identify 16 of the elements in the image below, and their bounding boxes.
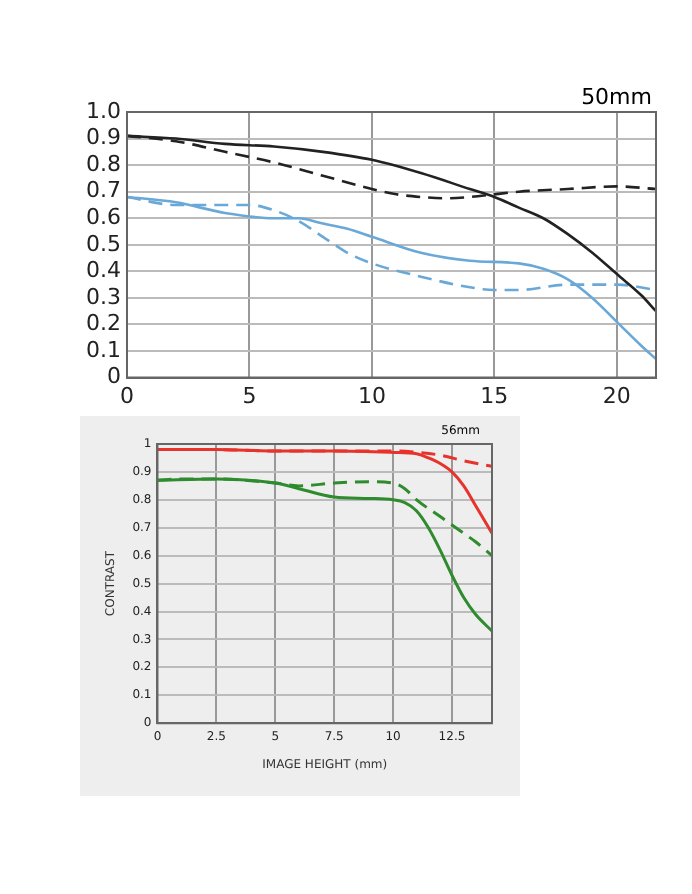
y-tick-label: 0.9 xyxy=(85,124,121,151)
text: 50mm xyxy=(581,84,652,110)
y-tick-label: 1.0 xyxy=(85,97,121,124)
y-tick-label: 0.2 xyxy=(85,310,121,337)
y-tick-label: 0.1 xyxy=(85,336,121,363)
x-tick-label: 15 xyxy=(480,382,509,409)
y-tick-label: 0.8 xyxy=(85,150,121,177)
y-tick-label: 0.4 xyxy=(85,257,121,284)
y-tick-label: 0.6 xyxy=(85,203,121,230)
y-tick-label: 0 xyxy=(106,363,121,390)
x-tick-label: 5 xyxy=(242,382,257,409)
x-tick-label: 10 xyxy=(357,382,386,409)
y-tick-label: 0.7 xyxy=(85,177,121,204)
y-tick-label: 0.5 xyxy=(85,230,121,257)
y-tick-label: 0.3 xyxy=(85,283,121,310)
x-tick-label: 20 xyxy=(602,382,631,409)
